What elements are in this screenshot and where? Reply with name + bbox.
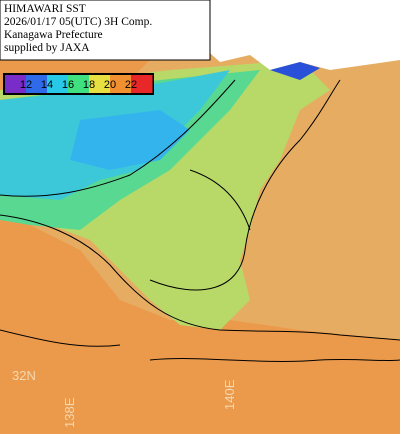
colorbar-label: 12	[20, 79, 32, 91]
colorbar-label: 14	[41, 79, 53, 91]
colorbar-label: 20	[104, 79, 116, 91]
colorbar-label: 22	[125, 79, 137, 91]
sea-blue	[70, 110, 190, 170]
lon-label: 138E	[62, 397, 77, 428]
sea-deep-blue	[270, 62, 320, 80]
colorbar: 12 14 16 18 20 22	[5, 75, 153, 93]
land	[150, 0, 400, 70]
contour	[189, 169, 251, 231]
lon-label: 140E	[222, 379, 237, 410]
colorbar-cell	[26, 75, 48, 93]
colorbar-cell	[47, 75, 69, 93]
colorbar-label: 16	[62, 79, 74, 91]
header-box	[0, 0, 211, 61]
colorbar-cell	[110, 75, 132, 93]
colorbar-cell	[131, 75, 153, 93]
contour	[149, 358, 400, 362]
header-line: HIMAWARI SST	[4, 3, 86, 15]
header-line: supplied by JAXA	[4, 42, 90, 54]
header-line: 2026/01/17 05(UTC) 3H Comp.	[4, 16, 152, 28]
header-line: Kanagawa Prefecture	[4, 29, 103, 41]
contour	[0, 79, 236, 197]
colorbar-cell	[5, 75, 27, 93]
colorbar-cell	[68, 75, 90, 93]
contour	[0, 214, 400, 341]
contour	[149, 79, 341, 291]
colorbar-label: 18	[83, 79, 95, 91]
colorbar-cell	[89, 75, 111, 93]
contour	[0, 329, 121, 347]
lat-label: 32N	[12, 368, 36, 383]
